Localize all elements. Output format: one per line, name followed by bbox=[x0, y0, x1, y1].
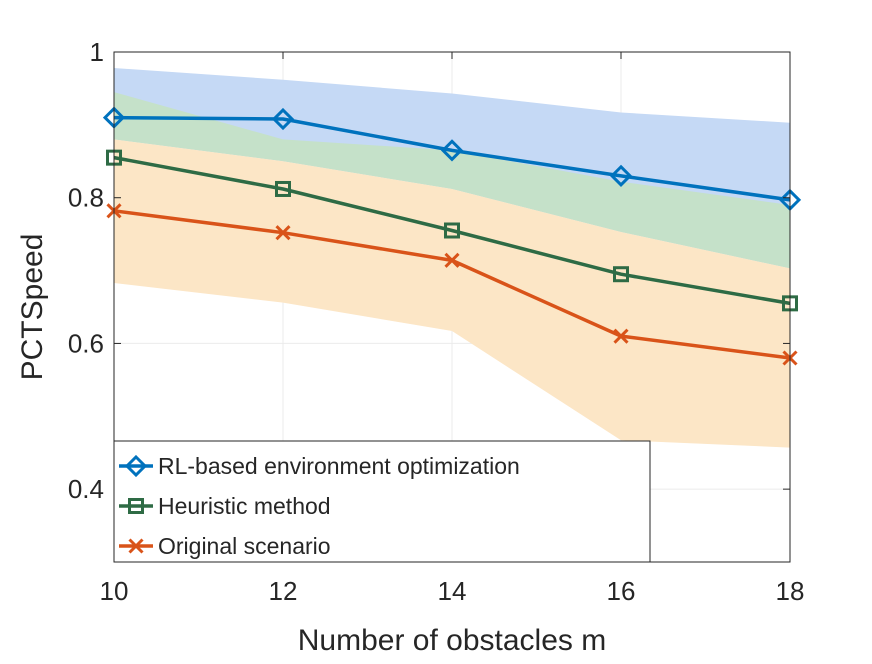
line-series-2 bbox=[113, 155, 791, 306]
point-series-1-14 bbox=[440, 139, 464, 162]
legend-item-2: Heuristic method bbox=[119, 493, 331, 519]
point-series-1-12 bbox=[271, 107, 295, 131]
x-tick-label: 14 bbox=[438, 576, 467, 606]
legend-label: RL-based environment optimization bbox=[158, 453, 520, 479]
legend-marker bbox=[128, 538, 144, 554]
y-tick-label: 0.8 bbox=[68, 183, 104, 213]
y-axis-ticks: 0.4 0.6 0.8 1 bbox=[68, 37, 790, 504]
band-series-2 bbox=[114, 92, 790, 269]
point-series-3-12 bbox=[275, 225, 291, 241]
band-series-3 bbox=[114, 139, 790, 448]
x-tick-label: 12 bbox=[269, 576, 298, 606]
y-tick-label: 1 bbox=[90, 37, 104, 67]
point-series-2-12 bbox=[275, 180, 291, 197]
x-axis-label: Number of obstacles m bbox=[298, 624, 606, 657]
legend: RL-based environment optimization Heurist… bbox=[113, 440, 651, 563]
legend-item-3: Original scenario bbox=[119, 533, 331, 559]
x-tick-label: 10 bbox=[100, 576, 129, 606]
y-axis-label: PCTSpeed bbox=[16, 234, 49, 381]
y-tick-label: 0.6 bbox=[68, 328, 104, 358]
y-tick-label: 0.4 bbox=[68, 474, 104, 504]
point-series-1-16 bbox=[609, 164, 633, 187]
legend-item-1: RL-based environment optimization bbox=[119, 453, 520, 479]
x-tick-label: 16 bbox=[607, 576, 636, 606]
legend-marker bbox=[124, 454, 148, 478]
point-series-2-14 bbox=[444, 222, 460, 239]
legend-marker bbox=[128, 498, 144, 514]
legend-box bbox=[113, 440, 651, 563]
x-tick-label: 18 bbox=[776, 576, 805, 606]
point-series-2-16 bbox=[613, 266, 629, 283]
x-axis-ticks: 10 12 14 16 18 bbox=[100, 52, 805, 606]
legend-label: Original scenario bbox=[158, 533, 331, 559]
line-series-1 bbox=[113, 115, 791, 202]
legend-label: Heuristic method bbox=[158, 493, 331, 519]
series-markers bbox=[102, 106, 802, 366]
point-series-3-14 bbox=[444, 252, 460, 268]
point-series-3-16 bbox=[613, 328, 629, 344]
